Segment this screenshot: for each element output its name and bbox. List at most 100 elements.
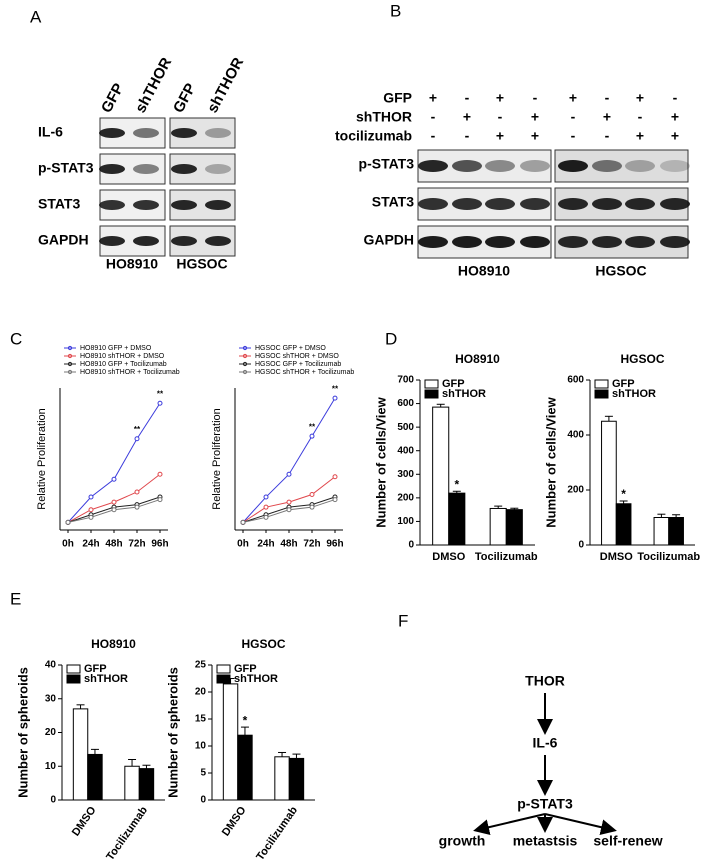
y-axis-label: Number of cells/View <box>373 396 388 527</box>
x-tick-label: 48h <box>280 539 297 550</box>
legend-label: HGSOC shTHOR + Tocilizumab <box>255 369 354 376</box>
node: metastsis <box>513 833 578 849</box>
bar <box>489 507 507 546</box>
bar <box>274 756 290 801</box>
legend-marker <box>242 361 248 367</box>
chart-title: HGSOC <box>241 637 285 651</box>
point <box>286 499 292 505</box>
treatment-sign: + <box>429 90 437 106</box>
arrow <box>473 813 546 836</box>
point <box>332 395 338 401</box>
legend-swatch <box>424 379 439 389</box>
y-axis-label: Number of spheroids <box>15 667 30 798</box>
legend-marker <box>242 353 248 359</box>
treatment-label: tocilizumab <box>335 128 412 144</box>
band <box>171 236 197 246</box>
panel-label: C <box>10 329 22 348</box>
x-tick-label: 0h <box>237 539 249 550</box>
treatment-sign: + <box>636 128 644 144</box>
band <box>452 198 482 210</box>
bar <box>505 509 523 546</box>
band <box>99 200 125 210</box>
panel-label: B <box>390 1 401 20</box>
treatment-sign: + <box>671 109 679 125</box>
legend-marker <box>67 345 73 351</box>
cell-line-label: HO8910 <box>106 256 158 272</box>
significance-mark: * <box>621 487 626 501</box>
point <box>134 504 140 510</box>
y-tick-label: 0 <box>50 795 56 806</box>
y-tick-label: 300 <box>397 469 414 480</box>
treatment-sign: - <box>571 109 576 125</box>
y-tick-label: 10 <box>195 741 207 752</box>
band <box>485 236 515 248</box>
point <box>157 497 163 503</box>
treatment-sign: + <box>569 90 577 106</box>
treatment-sign: + <box>496 128 504 144</box>
treatment-sign: - <box>465 90 470 106</box>
legend-marker <box>242 345 248 351</box>
band <box>133 236 159 246</box>
bar <box>448 492 466 546</box>
y-tick-label: 10 <box>45 761 57 772</box>
band <box>171 200 197 210</box>
node: THOR <box>525 673 565 689</box>
band <box>660 198 690 210</box>
legend-label: HGSOC GFP + Tocilizumab <box>255 361 341 368</box>
band <box>520 198 550 210</box>
point <box>309 492 315 497</box>
legend-label: HO8910 shTHOR + DMSO <box>80 353 165 360</box>
point <box>286 471 292 477</box>
legend-swatch <box>594 379 609 389</box>
point <box>134 436 140 442</box>
x-tick-label: 0h <box>62 539 74 550</box>
treatment-sign: + <box>531 109 539 125</box>
x-tick-label: Tocilizumab <box>637 551 700 563</box>
protein-label: GAPDH <box>38 232 89 248</box>
legend-swatch <box>594 389 609 399</box>
bar <box>72 708 89 801</box>
legend-swatch <box>216 674 231 684</box>
legend-marker <box>67 353 73 359</box>
cell-line-label: HO8910 <box>458 263 510 279</box>
lane-label: shTHOR <box>204 55 247 116</box>
chart-title: HO8910 <box>455 352 500 366</box>
y-tick-label: 700 <box>397 375 414 386</box>
legend-label: GFP <box>234 663 257 675</box>
treatment-sign: - <box>571 128 576 144</box>
bar <box>222 683 239 801</box>
treatment-sign: + <box>496 90 504 106</box>
treatment-sign: - <box>498 109 503 125</box>
band <box>133 200 159 210</box>
bar <box>124 765 140 801</box>
treatment-label: GFP <box>383 90 412 106</box>
x-tick-label: DMSO <box>600 551 633 563</box>
treatment-sign: - <box>605 128 610 144</box>
band <box>205 200 231 210</box>
band <box>558 160 588 172</box>
significance-mark: ** <box>332 384 339 393</box>
treatment-sign: - <box>673 90 678 106</box>
protein-label: p-STAT3 <box>359 156 415 172</box>
y-tick-label: 400 <box>567 430 584 441</box>
y-tick-label: 30 <box>45 693 57 704</box>
legend-swatch <box>424 389 439 399</box>
y-tick-label: 5 <box>200 768 206 779</box>
legend-marker <box>67 361 73 367</box>
legend-label: HO8910 GFP + Tocilizumab <box>80 361 167 368</box>
y-tick-label: 40 <box>45 660 57 671</box>
bar <box>432 406 450 546</box>
series-line <box>242 476 336 523</box>
protein-label: p-STAT3 <box>38 160 94 176</box>
point <box>157 400 163 406</box>
protein-label: IL-6 <box>38 124 63 140</box>
legend-label: HGSOC shTHOR + DMSO <box>255 353 339 360</box>
band <box>592 160 622 172</box>
treatment-sign: - <box>465 128 470 144</box>
bar <box>87 753 103 801</box>
protein-label: GAPDH <box>363 232 414 248</box>
y-tick-label: 100 <box>397 516 414 527</box>
band <box>625 198 655 210</box>
band <box>171 128 197 138</box>
band <box>660 160 690 172</box>
